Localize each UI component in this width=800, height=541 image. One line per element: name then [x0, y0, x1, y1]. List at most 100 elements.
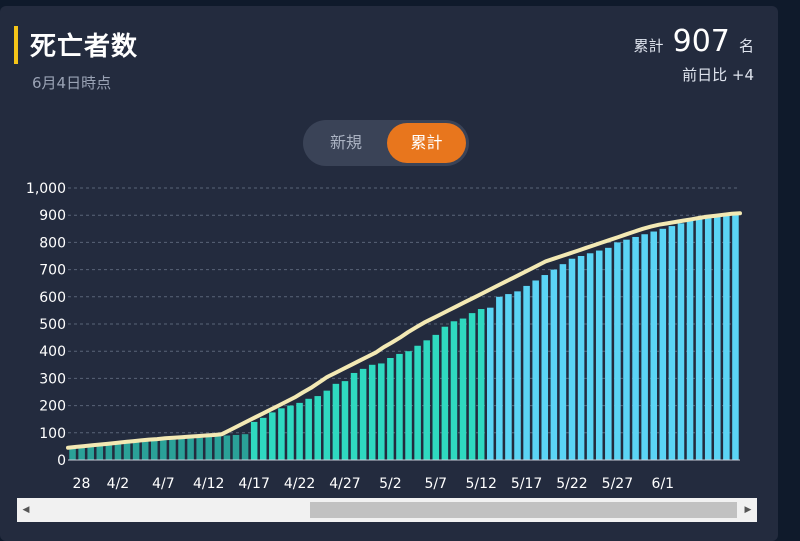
bar	[178, 438, 185, 460]
bar	[477, 309, 485, 460]
bar	[487, 307, 494, 460]
day-over-day: 前日比 +4	[682, 64, 754, 85]
cumulative-label: 累計	[633, 37, 664, 55]
bar	[332, 383, 340, 460]
bar	[132, 442, 140, 460]
trend-line	[66, 211, 742, 450]
x-tick-label: 4/22	[284, 476, 315, 492]
bar	[459, 318, 467, 460]
y-tick-label: 0	[57, 453, 66, 469]
x-tick-label: 4/2	[107, 476, 130, 492]
scrollbar-track[interactable]	[37, 502, 737, 518]
x-tick-label: 4/7	[152, 476, 175, 492]
bar	[650, 231, 657, 460]
diff-value: +4	[731, 66, 754, 84]
bar	[668, 226, 676, 460]
bar	[87, 445, 94, 460]
bar	[695, 217, 703, 460]
x-tick-label: 6/1	[652, 476, 675, 492]
x-tick-label: 5/22	[556, 476, 587, 492]
x-tick-label: 4/12	[193, 476, 224, 492]
bar	[296, 402, 303, 460]
bar	[359, 368, 367, 460]
bar	[105, 444, 113, 460]
bar	[441, 326, 449, 460]
bar	[141, 441, 149, 460]
bar	[278, 408, 285, 460]
bar	[568, 258, 576, 460]
page-title: 死亡者数	[30, 32, 139, 62]
x-tick-label: 28	[73, 476, 91, 492]
bar	[541, 275, 549, 460]
bar	[114, 443, 122, 460]
scroll-left-arrow-icon[interactable]: ◀	[22, 505, 30, 515]
bar	[605, 247, 612, 460]
bar	[259, 417, 267, 460]
bar	[714, 215, 721, 460]
bar	[595, 250, 603, 460]
bar	[432, 334, 440, 460]
x-tick-label: 5/17	[511, 476, 542, 492]
y-tick-label: 300	[39, 371, 66, 387]
bar	[387, 358, 394, 460]
y-tick-label: 100	[39, 426, 66, 442]
bar	[686, 220, 694, 460]
bar	[323, 390, 331, 460]
bar	[314, 396, 321, 460]
bar	[341, 381, 349, 460]
bar	[305, 398, 312, 460]
bar	[396, 353, 403, 460]
bar	[205, 436, 213, 460]
bar	[505, 294, 512, 460]
title-accent-bar	[14, 26, 18, 64]
y-tick-label: 200	[39, 399, 66, 415]
view-toggle: 新規 累計	[303, 120, 469, 166]
bar	[287, 405, 294, 460]
toggle-cumulative-button[interactable]: 累計	[387, 123, 466, 163]
bar	[523, 285, 530, 460]
as-of-date: 6月4日時点	[32, 74, 112, 92]
bar	[241, 434, 249, 460]
chart-scrollbar[interactable]: ◀ ▶	[17, 498, 757, 522]
bar	[677, 223, 685, 460]
bar	[187, 438, 194, 460]
diff-label: 前日比	[682, 66, 728, 84]
bar	[405, 351, 412, 460]
bar	[96, 445, 104, 460]
bar	[123, 442, 131, 460]
bar	[78, 446, 85, 460]
cumulative-unit: 名	[738, 37, 754, 55]
scroll-right-arrow-icon[interactable]: ▶	[744, 505, 752, 515]
bar	[250, 421, 258, 460]
bar	[514, 291, 521, 460]
x-tick-label: 5/2	[379, 476, 402, 492]
x-tick-label: 4/27	[329, 476, 360, 492]
bar	[659, 228, 667, 460]
cumulative-total: 累計 907 名	[634, 24, 754, 59]
bar	[468, 313, 476, 460]
toggle-new-button[interactable]: 新規	[329, 133, 362, 152]
y-tick-label: 700	[39, 263, 66, 279]
bar	[160, 440, 167, 460]
bar	[414, 345, 421, 460]
bar	[532, 280, 539, 460]
bar	[732, 213, 739, 460]
cumulative-value: 907	[672, 24, 730, 59]
bar	[269, 412, 276, 460]
y-tick-label: 900	[39, 208, 66, 224]
y-tick-label: 400	[39, 344, 66, 360]
bar	[214, 436, 222, 460]
scrollbar-thumb[interactable]	[310, 502, 737, 518]
bar	[641, 234, 648, 460]
bar	[169, 439, 176, 460]
bar	[196, 437, 203, 460]
bar	[704, 216, 712, 460]
y-tick-label: 600	[39, 290, 66, 306]
bar	[223, 435, 231, 460]
x-tick-label: 5/12	[465, 476, 496, 492]
bar	[368, 364, 376, 460]
x-tick-label: 5/27	[602, 476, 633, 492]
bar	[614, 242, 621, 460]
bar	[586, 253, 594, 460]
